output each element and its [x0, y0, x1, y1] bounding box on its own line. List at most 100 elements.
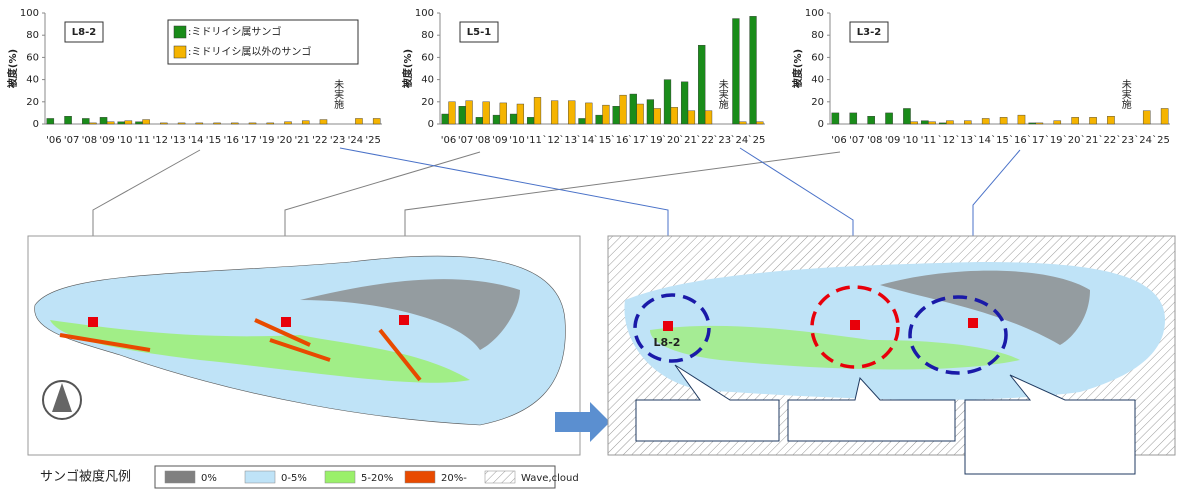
x-tick-label: '17: [241, 135, 256, 146]
bar: [107, 122, 114, 124]
y-axis-label: 被度(%): [791, 49, 804, 88]
bar: [249, 123, 256, 124]
bar: [664, 80, 671, 124]
y-tick-label: 40: [26, 75, 39, 86]
bar: [517, 104, 524, 124]
x-tick-label: '19: [259, 135, 274, 146]
y-tick-label: 0: [818, 119, 824, 130]
x-tick-label: '06: [831, 135, 846, 146]
y-tick-label: 60: [421, 52, 434, 63]
bar: [647, 100, 654, 124]
x-tick-label: '08: [867, 135, 882, 146]
bar: [82, 118, 89, 124]
bar: [476, 117, 483, 124]
legend-label: 5-20%: [361, 473, 393, 484]
bar: [1107, 116, 1114, 124]
site: [281, 317, 291, 327]
y-axis-label: 被度(%): [401, 49, 414, 88]
x-tick-label: `24: [730, 134, 748, 146]
bar: [911, 122, 918, 124]
x-tick-label: '12: [153, 135, 168, 146]
y-tick-label: 100: [415, 8, 434, 19]
bar: [267, 123, 274, 124]
x-tick-label: '13: [170, 135, 185, 146]
y-tick-label: 40: [811, 75, 824, 86]
x-tick-label: '11: [135, 135, 150, 146]
legend-swatch: [174, 46, 186, 58]
x-tick-label: '11: [921, 135, 936, 146]
x-tick-label: '21: [294, 135, 309, 146]
x-tick-label: `19: [645, 134, 663, 146]
bar: [214, 123, 221, 124]
x-tick-label: '15: [206, 135, 221, 146]
bar: [654, 108, 661, 124]
x-tick-label: '20: [277, 135, 292, 146]
site: [968, 318, 978, 328]
bar: [118, 122, 125, 124]
x-tick-label: `12: [937, 134, 955, 146]
bar: [302, 121, 309, 124]
bar: [534, 97, 541, 124]
bar: [143, 120, 150, 124]
bar: [579, 118, 586, 124]
x-tick-label: `16: [611, 134, 629, 146]
legend-label: 20%-: [441, 473, 467, 484]
bar: [596, 115, 603, 124]
y-tick-label: 100: [20, 8, 39, 19]
bar: [671, 107, 678, 124]
bar: [459, 106, 466, 124]
bar: [1000, 117, 1007, 124]
x-tick-label: `17: [628, 134, 646, 146]
bar: [756, 122, 763, 124]
bar: [135, 122, 142, 124]
x-tick-label: `21: [1081, 134, 1099, 146]
legend-title: サンゴ被度凡例: [40, 469, 131, 485]
x-tick-label: `21: [679, 134, 697, 146]
x-tick-label: `14: [973, 134, 991, 146]
legend-label: 0-5%: [281, 473, 307, 484]
x-tick-label: '14: [188, 135, 203, 146]
bar: [373, 118, 380, 124]
legend-label: :ミドリイシ属サンゴ: [188, 25, 281, 38]
y-tick-label: 100: [805, 8, 824, 19]
x-tick-label: '10: [903, 135, 918, 146]
legend-swatch: [405, 471, 435, 483]
bar: [160, 123, 167, 124]
annotation: 未実施: [332, 79, 344, 110]
y-tick-label: 20: [421, 97, 434, 108]
bar: [698, 45, 705, 124]
bar: [928, 122, 935, 124]
bar: [982, 118, 989, 124]
x-tick-label: '16: [223, 135, 238, 146]
legend-label: Wave,cloud: [521, 473, 579, 484]
bar: [939, 123, 946, 124]
x-tick-label: '09: [99, 135, 114, 146]
x-tick-label: `14: [577, 134, 595, 146]
bar: [510, 114, 517, 124]
bar: [921, 121, 928, 124]
bar: [320, 120, 327, 124]
bar: [868, 116, 875, 124]
legend-swatch: [485, 471, 515, 483]
x-tick-label: '08: [82, 135, 97, 146]
bar: [231, 123, 238, 124]
y-tick-label: 60: [26, 52, 39, 63]
bar: [500, 103, 507, 124]
y-tick-label: 20: [811, 97, 824, 108]
bar: [449, 102, 456, 124]
x-tick-label: `20: [1063, 134, 1081, 146]
bar: [466, 101, 473, 124]
y-axis-label: 被度(%): [6, 49, 19, 88]
map-label: L8-2: [654, 336, 681, 349]
x-tick-label: `20: [662, 134, 680, 146]
chart-title: L5-1: [467, 27, 491, 38]
bar: [603, 105, 610, 124]
bar: [585, 103, 592, 124]
x-tick-label: '06: [46, 135, 61, 146]
bar: [551, 101, 558, 124]
bar: [1089, 117, 1096, 124]
bar: [196, 123, 203, 124]
x-tick-label: '09: [492, 135, 507, 146]
x-tick-label: '10: [509, 135, 524, 146]
x-tick-label: '25: [365, 135, 380, 146]
